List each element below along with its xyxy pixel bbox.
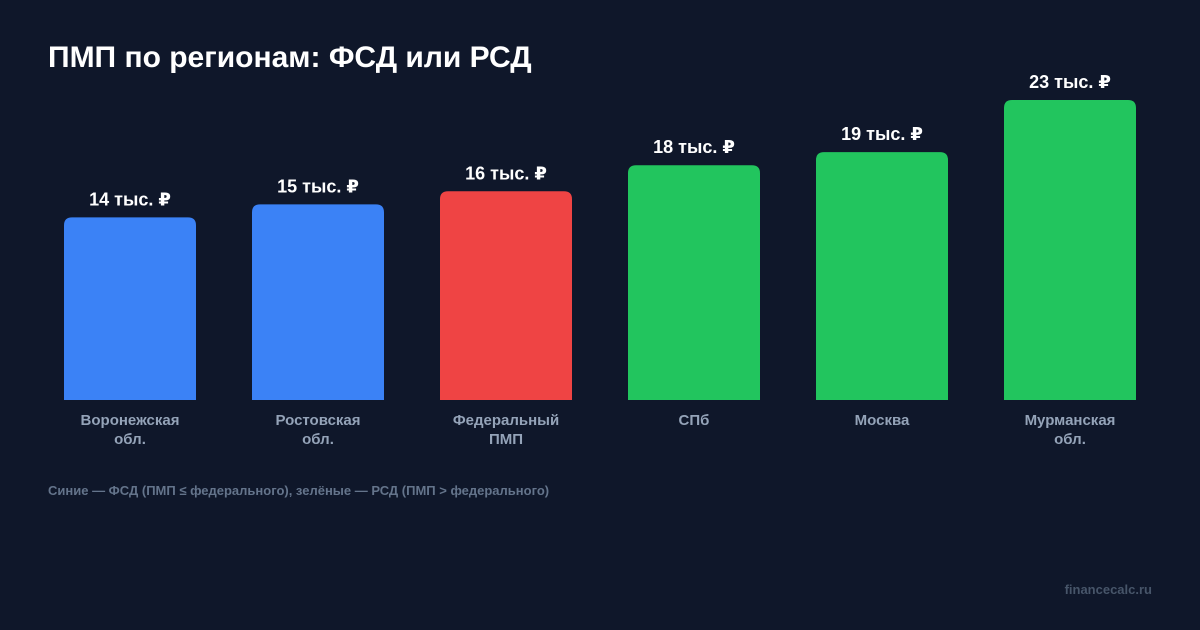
category-label-1-1: обл. — [302, 431, 334, 448]
bar-2 — [440, 191, 572, 400]
bar-4 — [816, 152, 948, 400]
category-label-1-0: Ростовская — [275, 412, 360, 429]
category-label-2-0: Федеральный — [453, 412, 559, 429]
category-label-3-0: СПб — [679, 412, 710, 429]
legend-note: Синие — ФСД (ПМП ≤ федерального), зелёны… — [48, 483, 550, 498]
bar-0 — [64, 217, 196, 400]
chart-title: ПМП по регионам: ФСД или РСД — [48, 41, 532, 74]
category-label-2-1: ПМП — [489, 431, 523, 448]
category-label-5-1: обл. — [1054, 431, 1086, 448]
value-label-5: 23 тыс. ₽ — [1029, 72, 1111, 92]
category-label-5-0: Мурманская — [1025, 412, 1116, 429]
bar-3 — [628, 165, 760, 400]
category-label-0-0: Воронежская — [81, 412, 180, 429]
value-label-1: 15 тыс. ₽ — [277, 176, 359, 196]
site-watermark: financecalc.ru — [1064, 582, 1152, 597]
bar-1 — [252, 204, 384, 400]
category-label-0-1: обл. — [114, 431, 146, 448]
category-label-4-0: Москва — [855, 412, 910, 429]
value-label-4: 19 тыс. ₽ — [841, 124, 923, 144]
value-label-3: 18 тыс. ₽ — [653, 137, 735, 157]
bar-5 — [1004, 100, 1136, 400]
value-label-2: 16 тыс. ₽ — [465, 163, 547, 183]
value-label-0: 14 тыс. ₽ — [89, 189, 171, 209]
